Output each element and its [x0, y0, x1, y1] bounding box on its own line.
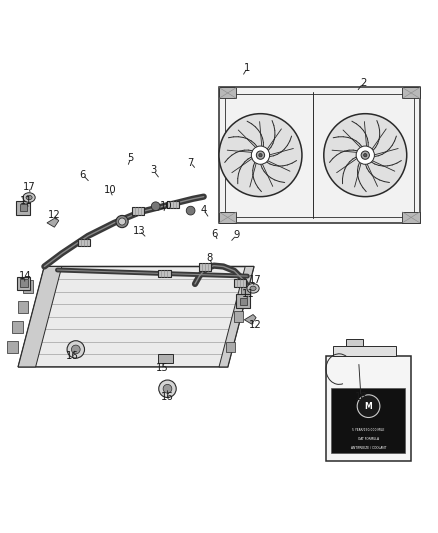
- Circle shape: [256, 151, 265, 159]
- Bar: [18, 301, 28, 313]
- Text: 6: 6: [80, 170, 86, 180]
- Bar: [331, 388, 406, 453]
- Bar: [346, 338, 363, 346]
- Bar: [20, 204, 27, 211]
- Circle shape: [324, 114, 407, 197]
- Circle shape: [71, 345, 80, 354]
- Circle shape: [67, 341, 85, 358]
- Text: 3: 3: [150, 165, 157, 175]
- Bar: [234, 311, 243, 322]
- Text: 17: 17: [248, 276, 261, 286]
- Text: 10: 10: [159, 201, 172, 211]
- Text: OAT FORMULA: OAT FORMULA: [358, 437, 379, 441]
- Text: 1: 1: [244, 63, 251, 73]
- Bar: [403, 212, 420, 223]
- Text: 13: 13: [133, 225, 146, 236]
- Circle shape: [186, 206, 195, 215]
- Polygon shape: [18, 266, 254, 367]
- Text: 17: 17: [23, 182, 35, 192]
- Bar: [20, 279, 28, 287]
- Bar: [326, 356, 411, 461]
- Bar: [332, 346, 396, 356]
- Polygon shape: [219, 266, 254, 367]
- Ellipse shape: [247, 284, 259, 293]
- Text: 12: 12: [48, 210, 60, 220]
- Bar: [226, 342, 235, 352]
- Polygon shape: [244, 314, 256, 324]
- Circle shape: [357, 395, 380, 417]
- Text: 16: 16: [67, 351, 79, 361]
- Bar: [234, 279, 246, 287]
- Polygon shape: [219, 87, 420, 223]
- Bar: [23, 280, 33, 293]
- Text: 11: 11: [242, 288, 255, 298]
- Text: 7: 7: [187, 158, 194, 167]
- Text: 14: 14: [18, 271, 31, 281]
- Text: 2: 2: [360, 78, 366, 88]
- Text: 12: 12: [248, 320, 261, 330]
- Bar: [236, 294, 250, 309]
- Ellipse shape: [23, 193, 35, 203]
- Circle shape: [356, 146, 374, 164]
- Bar: [7, 341, 18, 353]
- Polygon shape: [18, 266, 62, 367]
- Circle shape: [163, 384, 172, 393]
- Bar: [219, 87, 237, 99]
- Text: M: M: [365, 402, 372, 410]
- Bar: [158, 354, 173, 364]
- Polygon shape: [47, 217, 59, 227]
- Text: 10: 10: [103, 185, 116, 195]
- Circle shape: [151, 202, 160, 211]
- Circle shape: [361, 151, 369, 159]
- Bar: [241, 286, 250, 297]
- Text: 6: 6: [212, 229, 218, 239]
- Bar: [78, 239, 90, 246]
- Text: 5: 5: [127, 153, 134, 163]
- Circle shape: [251, 146, 270, 164]
- Text: 5 YEAR/150,000 MILE: 5 YEAR/150,000 MILE: [352, 429, 385, 432]
- Ellipse shape: [26, 195, 32, 200]
- Text: 18: 18: [355, 392, 367, 401]
- Circle shape: [364, 154, 367, 157]
- Bar: [16, 200, 30, 215]
- Bar: [240, 298, 247, 305]
- Circle shape: [259, 154, 262, 157]
- Bar: [403, 87, 420, 99]
- Bar: [199, 263, 211, 271]
- Circle shape: [119, 218, 126, 225]
- Text: ANTIFREEZE / COOLANT: ANTIFREEZE / COOLANT: [351, 446, 386, 450]
- Bar: [132, 207, 145, 215]
- Circle shape: [219, 114, 302, 197]
- Bar: [167, 200, 179, 208]
- Text: 11: 11: [20, 196, 32, 206]
- Text: 9: 9: [233, 230, 240, 240]
- Circle shape: [116, 215, 128, 228]
- Text: 15: 15: [156, 363, 169, 373]
- Circle shape: [159, 380, 176, 398]
- Bar: [17, 277, 30, 289]
- Bar: [158, 270, 170, 277]
- Ellipse shape: [250, 286, 256, 290]
- Bar: [219, 212, 237, 223]
- Bar: [12, 321, 23, 333]
- Text: 16: 16: [161, 392, 174, 401]
- Text: 4: 4: [201, 205, 207, 215]
- Text: 8: 8: [206, 253, 212, 263]
